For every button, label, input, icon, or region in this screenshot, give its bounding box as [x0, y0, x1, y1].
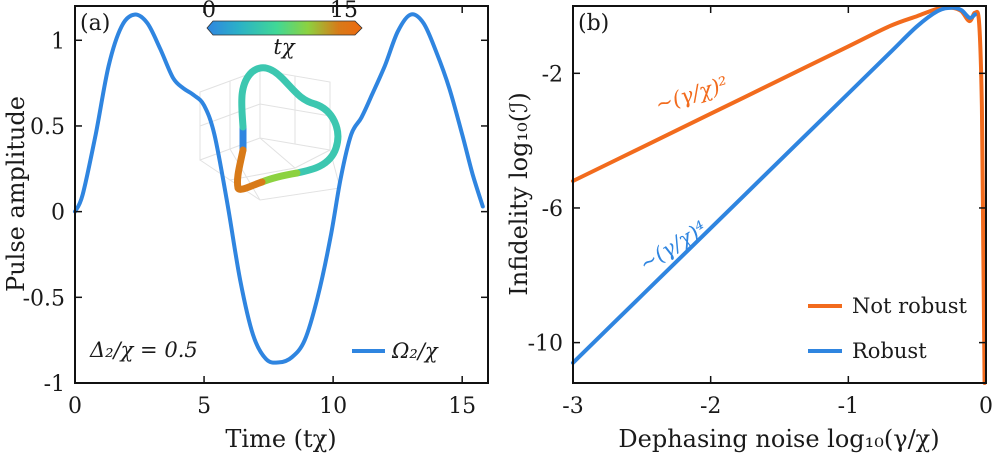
panel-a-ticks: 0 5 10 15 -1 -0.5 0 0.5 1 [23, 6, 488, 419]
inset-trajectory-late-segment [258, 169, 301, 186]
x-tick-label: 10 [319, 394, 347, 419]
panel-a-ylabel: Pulse amplitude [2, 96, 30, 292]
y-tick-label: -0.5 [23, 286, 65, 311]
panel-b-tag: (b) [578, 11, 609, 36]
y-tick-label: -10 [528, 332, 563, 357]
colorbar-label: tχ [273, 35, 295, 59]
y-tick-label: 1 [51, 29, 65, 54]
y-tick-label: 0 [51, 201, 65, 226]
panel-a-annotation: Δ₂/χ = 0.5 [89, 338, 198, 362]
x-tick-label: -2 [700, 394, 721, 419]
legend-label-robust: Robust [852, 339, 927, 363]
x-tick-label: -1 [838, 394, 859, 419]
inset-trajectory-end-segment [234, 146, 266, 193]
panel-b-xlabel: Dephasing noise log₁₀(γ/χ) [618, 425, 939, 453]
x-tick-label: 0 [979, 394, 993, 419]
panel-b-series-not-robust [571, 5, 987, 385]
panel-a-series [73, 12, 485, 365]
panel-b-ylabel: Infidelity log₁₀(ℐ) [505, 92, 533, 295]
x-tick-label: -3 [562, 394, 583, 419]
panel-a: 0 15 tχ 0 5 10 15 -1 -0.5 0 0.5 1 (a) Δ₂/χ = 0.5… [2, 0, 489, 453]
inset-trajectory-mid-segment [238, 64, 342, 177]
colorbar-max-label: 15 [330, 0, 358, 23]
panel-b-series [571, 5, 987, 385]
panel-b-frame [572, 5, 987, 384]
colorbar [206, 20, 363, 36]
x-tick-label: 15 [448, 394, 476, 419]
inset-trajectory: 0 15 tχ [199, 0, 363, 201]
panel-a-frame [74, 5, 489, 384]
panel-b: -3 -2 -1 0-2-6-10 (b) ~(γ/χ)² ~(γ/χ)⁴ Not r… [505, 5, 993, 453]
y-tick-label: -6 [542, 197, 563, 222]
legend-label-omega: Ω₂/χ [391, 339, 439, 363]
x-tick-label: 0 [68, 394, 82, 419]
panel-b-series-robust [571, 5, 977, 365]
y-tick-label: 0.5 [30, 115, 65, 140]
y-tick-label: -2 [542, 62, 563, 87]
legend-label-not-robust: Not robust [852, 294, 968, 318]
panel-a-xlabel: Time (tχ) [225, 425, 336, 453]
panel-a-tag: (a) [80, 11, 110, 36]
panel-a-series-- [73, 12, 485, 365]
y-tick-label: -1 [44, 372, 65, 397]
x-tick-label: 5 [197, 394, 211, 419]
panel-b-ticks: -3 -2 -1 0-2-6-10 [528, 6, 993, 419]
